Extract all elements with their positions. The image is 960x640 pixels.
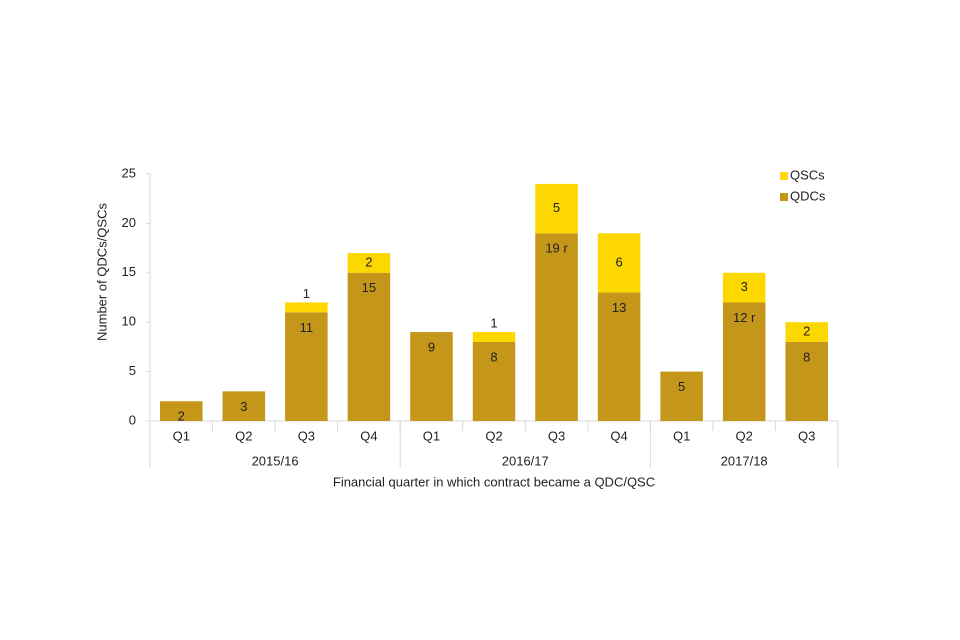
bar-segment bbox=[472, 332, 516, 342]
bar-segment bbox=[597, 233, 641, 293]
data-label: 15 bbox=[362, 280, 376, 295]
x-axis-title: Financial quarter in which contract beca… bbox=[333, 474, 655, 489]
data-label: 12 r bbox=[733, 310, 756, 325]
x-tick-label: Q3 bbox=[298, 428, 315, 443]
data-label: 9 bbox=[428, 340, 435, 355]
bar-segment bbox=[160, 401, 203, 421]
group-label: 2016/17 bbox=[502, 453, 549, 468]
data-label: 5 bbox=[678, 379, 685, 394]
data-label: 5 bbox=[553, 200, 560, 215]
group-label: 2015/16 bbox=[252, 453, 299, 468]
y-tick-label: 5 bbox=[129, 363, 136, 378]
y-tick-label: 25 bbox=[122, 165, 136, 180]
data-label: 6 bbox=[615, 254, 622, 269]
bar-segment bbox=[535, 183, 578, 234]
legend-label: QDCs bbox=[790, 188, 826, 203]
data-label: 8 bbox=[803, 349, 810, 364]
data-label: 2 bbox=[178, 409, 185, 424]
data-label: 1 bbox=[303, 286, 310, 301]
bar-segment bbox=[472, 341, 516, 421]
bar-segment bbox=[785, 322, 828, 342]
x-tick-label: Q1 bbox=[673, 428, 690, 443]
x-tick-label: Q3 bbox=[548, 428, 565, 443]
bar-segment bbox=[410, 332, 453, 421]
data-label: 2 bbox=[365, 254, 372, 269]
x-tick-label: Q1 bbox=[173, 428, 190, 443]
y-tick-label: 15 bbox=[122, 264, 136, 279]
data-label: 8 bbox=[490, 349, 497, 364]
y-tick-label: 20 bbox=[122, 215, 136, 230]
y-axis-title: Number of QDCs/QSCs bbox=[94, 203, 109, 341]
x-tick-label: Q1 bbox=[423, 428, 440, 443]
x-tick-label: Q4 bbox=[360, 428, 377, 443]
bar-segment bbox=[722, 302, 766, 421]
data-label: 1 bbox=[490, 316, 497, 331]
bar-segment bbox=[285, 312, 328, 421]
data-label: 13 bbox=[612, 300, 626, 315]
data-label: 3 bbox=[240, 399, 247, 414]
data-label: 19 r bbox=[545, 241, 568, 256]
bar-segment bbox=[222, 391, 266, 421]
bar-segment bbox=[597, 292, 641, 421]
data-label: 11 bbox=[300, 320, 314, 335]
bar-segment bbox=[347, 253, 391, 273]
bar-segment bbox=[285, 302, 328, 313]
bar-segment bbox=[535, 233, 578, 421]
x-tick-label: Q4 bbox=[610, 428, 627, 443]
bar-segment bbox=[785, 341, 828, 421]
bar-segment bbox=[347, 272, 391, 421]
bar-segment bbox=[722, 272, 766, 303]
legend-swatch bbox=[780, 172, 788, 180]
y-tick-label: 10 bbox=[122, 314, 136, 329]
legend-swatch bbox=[780, 193, 788, 201]
data-label: 3 bbox=[741, 279, 748, 294]
x-tick-label: Q3 bbox=[798, 428, 815, 443]
data-label: 2 bbox=[803, 324, 810, 339]
bar-segment bbox=[660, 371, 703, 421]
y-tick-label: 0 bbox=[129, 412, 136, 427]
group-label: 2017/18 bbox=[721, 453, 768, 468]
x-tick-label: Q2 bbox=[736, 428, 753, 443]
x-tick-label: Q2 bbox=[235, 428, 252, 443]
legend-label: QSCs bbox=[790, 167, 825, 182]
x-tick-label: Q2 bbox=[485, 428, 502, 443]
